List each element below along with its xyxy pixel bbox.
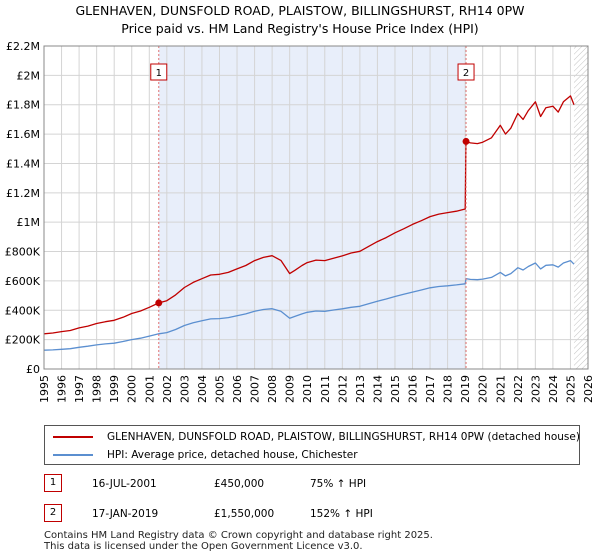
y-tick-label: £1.4M [6, 157, 40, 170]
forecast-hatch [573, 46, 588, 369]
x-tick-label: 2017 [424, 375, 437, 403]
title-line-2: Price paid vs. HM Land Registry's House … [121, 21, 479, 36]
x-tick-label: 2003 [178, 375, 191, 403]
x-tick-label: 2015 [389, 375, 402, 403]
plot-frame [43, 45, 589, 370]
legend-label-hpi: HPI: Average price, detached house, Chic… [107, 449, 358, 461]
x-tick-label: 2024 [547, 375, 560, 403]
x-tick-label: 2010 [301, 375, 314, 403]
transaction-price: £450,000 [214, 478, 265, 490]
x-tick-label: 2009 [284, 375, 297, 403]
x-tick-label: 2022 [512, 375, 525, 403]
footer-line-2: This data is licensed under the Open Gov… [44, 541, 363, 552]
x-tick-label: 2018 [442, 375, 455, 403]
x-tick-label: 2013 [354, 375, 367, 403]
x-tick-label: 2005 [213, 375, 226, 403]
x-tick-label: 1999 [108, 375, 121, 403]
y-tick-label: £1M [17, 216, 41, 229]
legend-swatch-property [53, 436, 93, 438]
price-chart: 1 2 £0 £200K £400K £600K £800K £1M £1.2M £1.4M £1… [5, 40, 595, 403]
y-tick-label: £1.2M [6, 187, 40, 200]
x-tick-label: 2019 [459, 375, 472, 403]
chart-title: GLENHAVEN, DUNSFOLD ROAD, PLAISTOW, BILL… [0, 2, 600, 38]
y-tick-label: £800K [5, 246, 41, 259]
y-tick-label: £400K [5, 304, 41, 317]
y-tick-label: £1.8M [6, 99, 40, 112]
hpi-line [43, 259, 575, 351]
x-tick-label: 2001 [143, 375, 156, 403]
sale-marker-box [150, 63, 168, 81]
x-tick-label: 2026 [582, 375, 595, 403]
transaction-hpi: 75% ↑ HPI [310, 478, 367, 490]
x-tick-label: 1995 [38, 375, 51, 403]
y-tick-label: £2.2M [6, 40, 40, 53]
legend: GLENHAVEN, DUNSFOLD ROAD, PLAISTOW, BILL… [44, 425, 580, 465]
x-tick-label: 2025 [564, 375, 577, 403]
x-tick-label: 2004 [196, 375, 209, 403]
legend-item-property: GLENHAVEN, DUNSFOLD ROAD, PLAISTOW, BILL… [53, 429, 580, 445]
x-tick-label: 2006 [231, 375, 244, 403]
footer: Contains HM Land Registry data © Crown c… [44, 530, 433, 552]
y-tick-label: £2M [17, 69, 41, 82]
y-tick-label: £0 [26, 363, 40, 376]
y-tick-label: £200K [5, 334, 41, 347]
x-tick-label: 2012 [336, 375, 349, 403]
x-tick-label: 2011 [319, 375, 332, 403]
x-tick-label: 2002 [161, 375, 174, 403]
title-line-1: GLENHAVEN, DUNSFOLD ROAD, PLAISTOW, BILL… [75, 3, 525, 18]
transaction-hpi: 152% ↑ HPI [310, 508, 373, 520]
x-tick-label: 2021 [494, 375, 507, 403]
sale-point [155, 299, 163, 307]
legend-label-property: GLENHAVEN, DUNSFOLD ROAD, PLAISTOW, BILL… [107, 431, 580, 443]
x-tick-label: 2016 [407, 375, 420, 403]
x-tick-label: 2007 [249, 375, 262, 403]
transaction-price: £1,550,000 [214, 508, 275, 520]
ownership-shade [158, 46, 467, 369]
x-tick-label: 2008 [266, 375, 279, 403]
transaction-date: 17-JAN-2019 [92, 508, 159, 520]
legend-item-hpi: HPI: Average price, detached house, Chic… [53, 447, 358, 463]
transaction-badge: 1 [44, 474, 62, 492]
x-tick-label: 2020 [477, 375, 490, 403]
transaction-date: 16-JUL-2001 [92, 478, 157, 490]
x-tick-label: 1996 [56, 375, 69, 403]
x-tick-label: 2000 [126, 375, 139, 403]
x-tick-label: 1998 [91, 375, 104, 403]
legend-swatch-hpi [53, 454, 93, 456]
sale-marker-label: 1 [156, 68, 162, 79]
sale-marker-box [457, 63, 475, 81]
sale-point [462, 137, 470, 145]
y-tick-label: £600K [5, 275, 41, 288]
x-tick-label: 2014 [371, 375, 384, 403]
footer-line-1: Contains HM Land Registry data © Crown c… [44, 530, 433, 541]
x-tick-label: 2023 [529, 375, 542, 403]
transaction-badge: 2 [44, 504, 62, 522]
property-price-line [43, 95, 575, 335]
y-tick-label: £1.6M [6, 128, 40, 141]
x-tick-label: 1997 [73, 375, 86, 403]
sale-marker-label: 2 [463, 68, 469, 79]
